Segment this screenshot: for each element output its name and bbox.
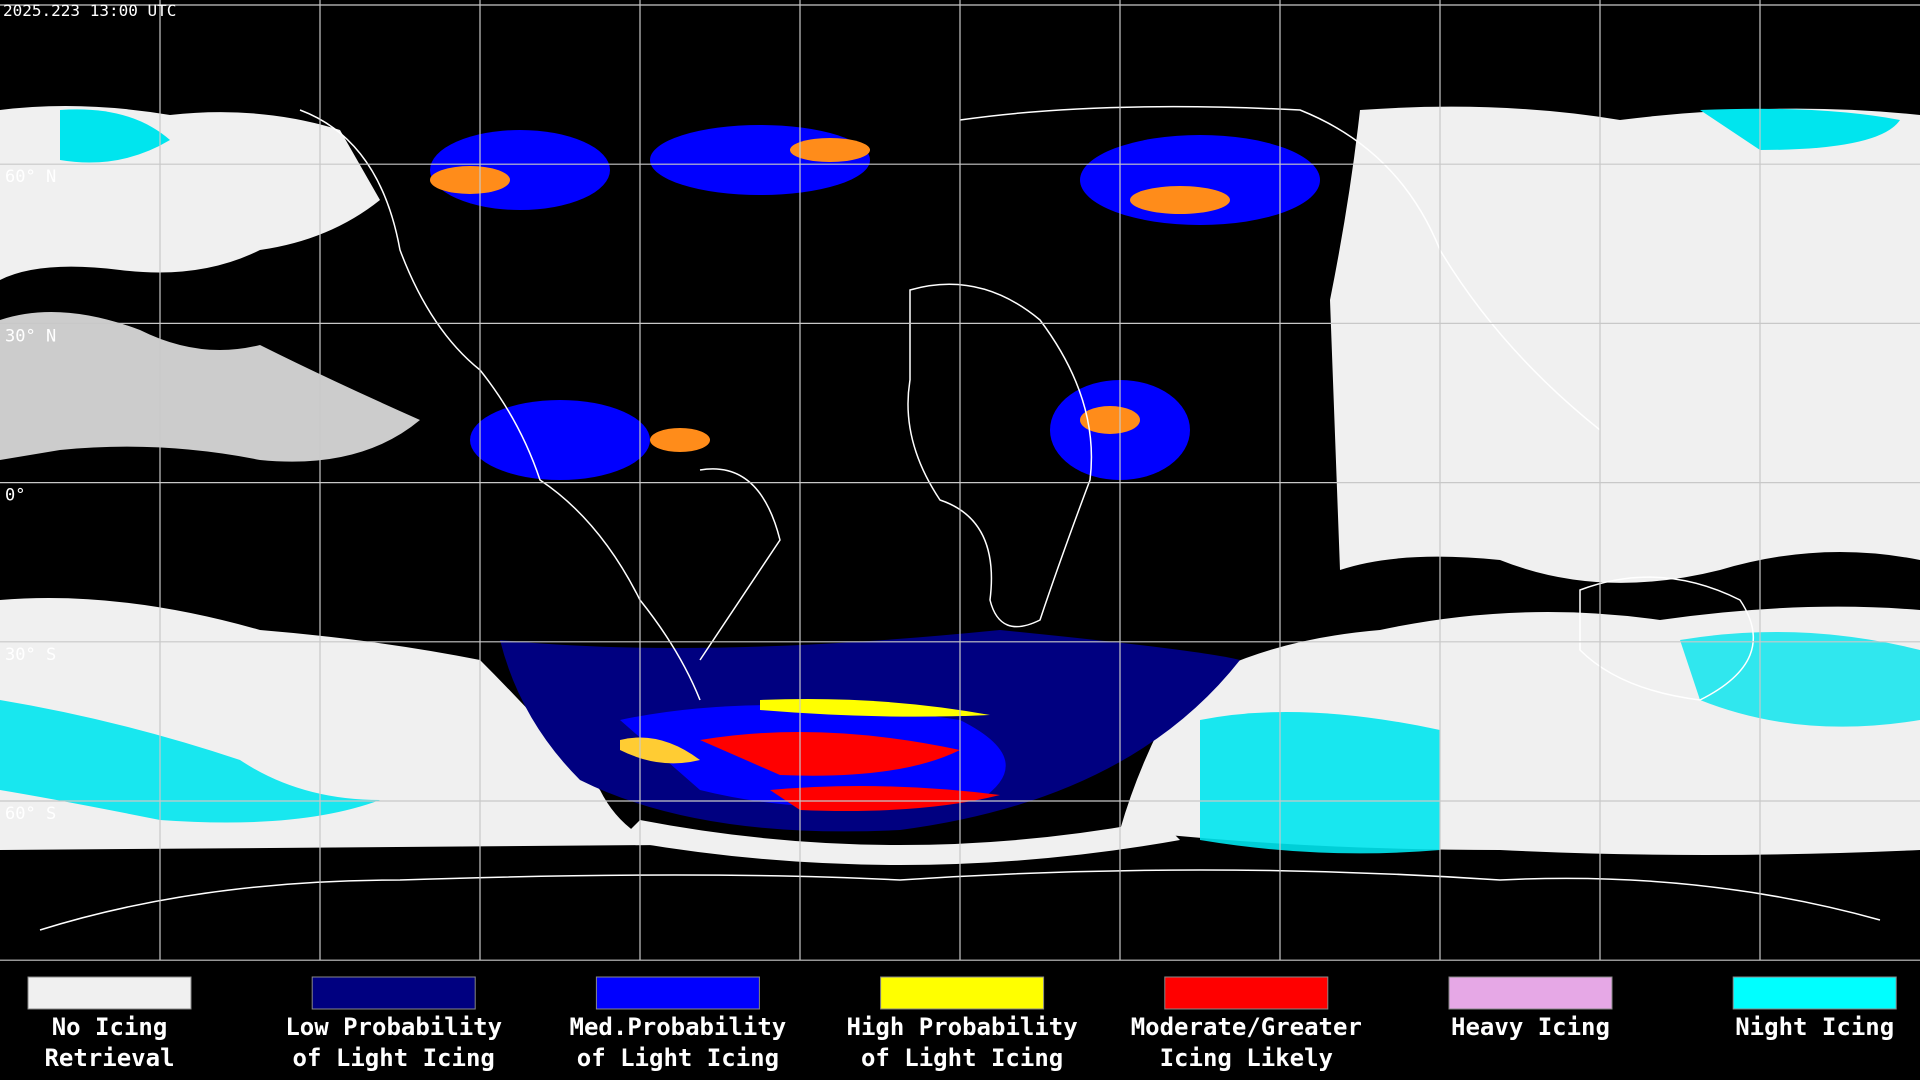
legend-swatch — [27, 976, 192, 1010]
coastlines — [39, 105, 1881, 931]
dynamic-layer: 2025.223 13:00 UTC 60° N 30° N 0° 30° S 60° S… — [3, 1, 1897, 1072]
graticule — [0, 0, 1920, 961]
night-icing-area — [60, 109, 170, 163]
night-icing-area — [1680, 632, 1920, 727]
latitude-label: 0° — [5, 486, 25, 506]
legend-label: Retrieval — [44, 1044, 174, 1072]
night-icing-area — [1700, 108, 1900, 150]
cloud-region — [1330, 106, 1920, 583]
legend-label: No Icing — [52, 1013, 168, 1041]
legend-swatch — [311, 976, 476, 1010]
legend-label: Low Probability — [285, 1013, 502, 1041]
legend-swatch — [1448, 976, 1613, 1010]
moderate-icing-area — [770, 786, 1000, 811]
timestamp: 2025.223 13:00 UTC — [3, 1, 176, 20]
latitude-label: 30° S — [5, 645, 56, 665]
cloud-region — [0, 312, 420, 462]
coastline — [907, 283, 1093, 628]
coastline — [699, 468, 781, 661]
scattered-icing — [430, 125, 1320, 480]
coastline — [1579, 576, 1755, 701]
night-icing-area — [0, 700, 380, 823]
legend-label: Med.Probability — [570, 1013, 787, 1041]
legend-label: Moderate/Greater — [1131, 1013, 1362, 1041]
latitude-label: 30° N — [5, 326, 56, 346]
legend-swatch — [595, 976, 760, 1010]
icing-patch — [1130, 186, 1230, 214]
cloud-band — [620, 820, 1180, 865]
icing-patch — [650, 428, 710, 452]
legend-label: Icing Likely — [1160, 1044, 1333, 1072]
latitude-label: 60° N — [5, 167, 56, 187]
legend-label: High Probability — [847, 1013, 1078, 1041]
legend-label: of Light Icing — [861, 1044, 1063, 1072]
coastline — [39, 869, 1881, 931]
legend-label: of Light Icing — [577, 1044, 779, 1072]
icing-patch — [1080, 406, 1140, 434]
legend-swatch — [880, 976, 1045, 1010]
map-imagery — [0, 105, 1920, 931]
legend-label: Night Icing — [1735, 1013, 1894, 1041]
coastline — [959, 105, 1601, 431]
night-icing-area — [1200, 712, 1440, 854]
legend-swatch — [1732, 976, 1897, 1010]
latitude-label: 60° S — [5, 804, 56, 824]
scattered-icing — [430, 138, 1230, 452]
icing-patch — [790, 138, 870, 162]
icing-patch — [430, 166, 510, 194]
moderate-icing-area — [700, 732, 960, 776]
legend-label: of Light Icing — [293, 1044, 495, 1072]
legend-label: Heavy Icing — [1451, 1013, 1610, 1041]
icing-patch — [470, 400, 650, 480]
high-probability-area — [760, 699, 990, 717]
legend-swatch — [1164, 976, 1329, 1010]
